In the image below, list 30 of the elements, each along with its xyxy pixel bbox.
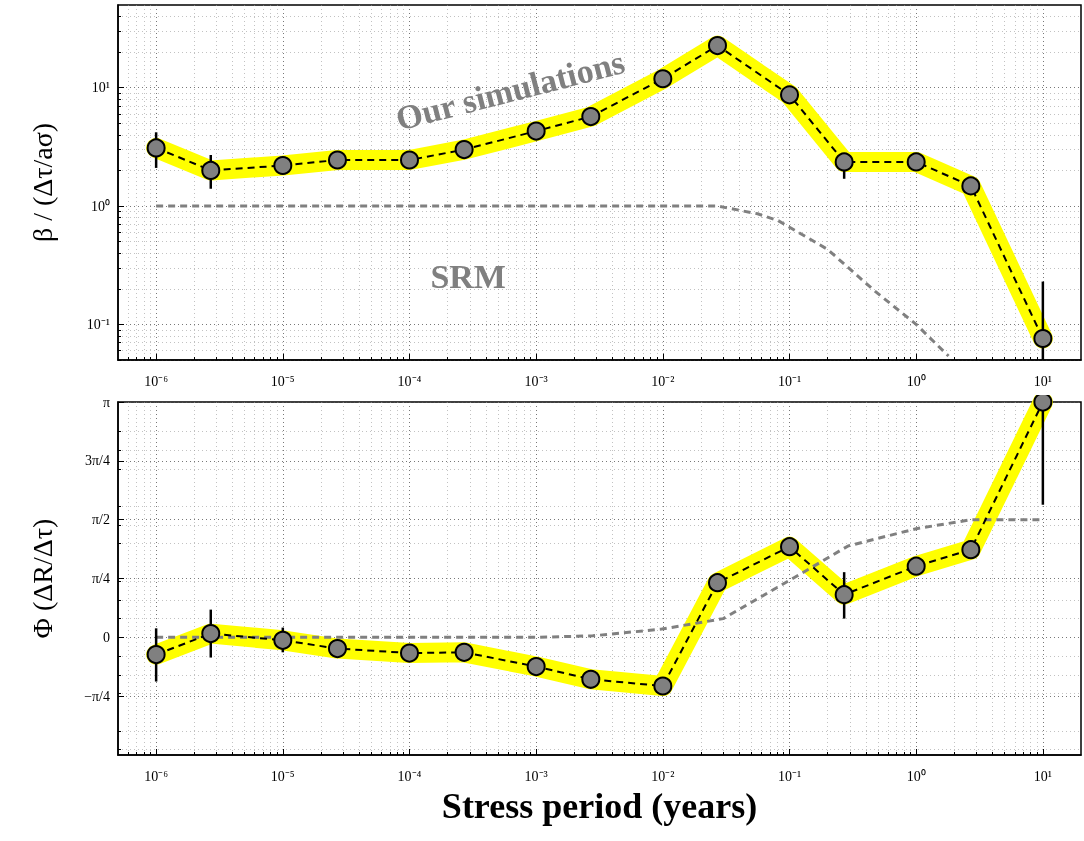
x-tick-label: 10⁰ xyxy=(906,768,926,784)
x-tick-label: 10⁻¹ xyxy=(777,768,802,784)
x-tick-label: 10¹ xyxy=(1033,768,1052,784)
x-tick-label: 10⁻¹ xyxy=(777,373,802,389)
y-tick-label: π xyxy=(102,394,110,410)
y-tick-label: 10⁻¹ xyxy=(86,316,110,332)
x-tick-label: 10⁻³ xyxy=(524,768,548,784)
x-tick-label: 10⁻⁶ xyxy=(144,373,169,389)
x-tick-label: 10⁻⁶ xyxy=(144,768,169,784)
y-tick-label: π/4 xyxy=(92,571,110,586)
y-tick-label: 0 xyxy=(103,629,110,645)
y-tick-label: 10⁰ xyxy=(91,198,110,214)
x-tick-label: 10⁻⁴ xyxy=(397,768,422,784)
y-tick-label: 10¹ xyxy=(91,80,110,96)
x-tick-label: 10⁻⁵ xyxy=(270,768,295,784)
y-tick-label: 3π/4 xyxy=(85,453,110,469)
x-tick-label: 10⁻² xyxy=(651,768,675,784)
x-tick-label: 10⁻⁵ xyxy=(270,373,295,389)
x-tick-label: 10⁻⁴ xyxy=(397,373,422,389)
y-tick-label: −π/4 xyxy=(84,688,110,704)
x-tick-label: 10¹ xyxy=(1033,373,1052,389)
x-tick-label: 10⁰ xyxy=(906,373,926,389)
y-axis-title: Φ (ΔR/Δτ) xyxy=(26,518,58,639)
x-tick-label: 10⁻³ xyxy=(524,373,548,389)
y-tick-label: π/2 xyxy=(92,512,110,528)
x-axis-title: Stress period (years) xyxy=(441,785,758,826)
text: Our simulations xyxy=(391,43,629,138)
series-label: SRM xyxy=(430,257,506,295)
x-tick-label: 10⁻² xyxy=(651,373,675,389)
y-axis-title: β / (Δτ/aσ) xyxy=(26,122,58,243)
